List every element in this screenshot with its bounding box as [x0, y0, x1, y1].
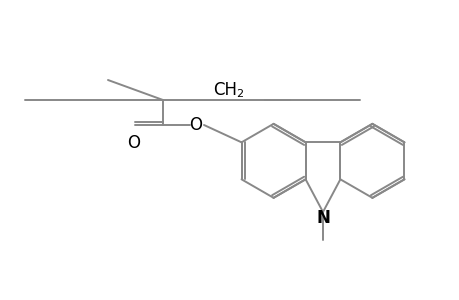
Text: 2: 2: [235, 89, 243, 99]
Text: CH: CH: [213, 81, 236, 99]
Text: N: N: [315, 209, 329, 227]
Text: O: O: [127, 134, 140, 152]
Text: O: O: [189, 116, 202, 134]
